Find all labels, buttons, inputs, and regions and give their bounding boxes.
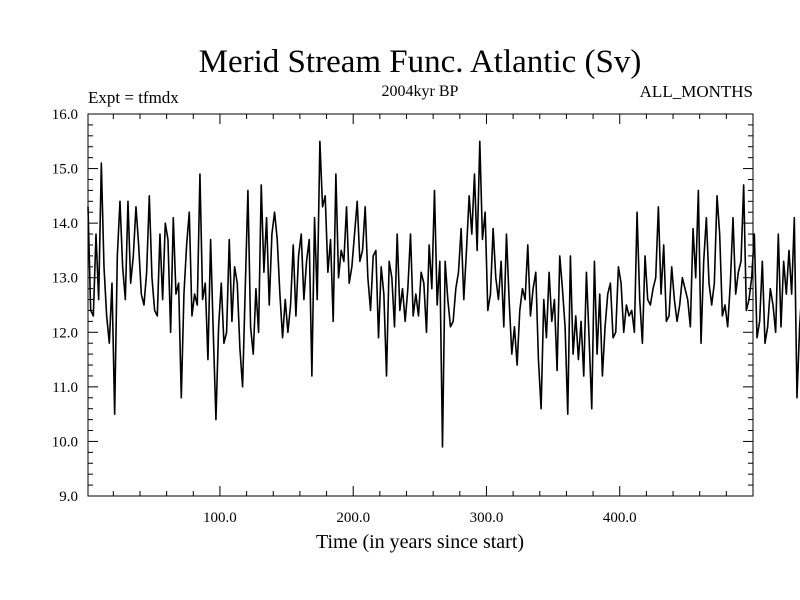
x-tick-label: 200.0 bbox=[336, 510, 370, 526]
y-tick-label: 9.0 bbox=[59, 489, 78, 505]
ticks bbox=[88, 113, 753, 497]
chart-title: Merid Stream Func. Atlantic (Sv) bbox=[199, 44, 642, 80]
y-tick-label: 16.0 bbox=[52, 107, 78, 123]
y-tick-label: 10.0 bbox=[52, 434, 78, 450]
experiment-label: Expt = tfmdx bbox=[88, 88, 179, 107]
tick-labels: 9.0 10.0 11.0 12.0 13.0 14.0 15.0 16.0 100.0 200.… bbox=[52, 107, 637, 526]
x-tick-label: 300.0 bbox=[470, 510, 504, 526]
axes bbox=[87, 113, 754, 497]
series-group bbox=[87, 140, 800, 448]
y-tick-label: 13.0 bbox=[52, 271, 78, 287]
series-line bbox=[87, 140, 800, 448]
months-label: ALL_MONTHS bbox=[640, 82, 753, 101]
y-tick-label: 12.0 bbox=[52, 325, 78, 341]
y-tick-label: 11.0 bbox=[52, 380, 78, 396]
x-tick-label: 100.0 bbox=[203, 510, 237, 526]
x-axis-label: Time (in years since start) bbox=[316, 531, 524, 553]
plot-frame bbox=[87, 113, 754, 497]
x-tick-label: 400.0 bbox=[603, 510, 637, 526]
chart-subtitle: 2004kyr BP bbox=[382, 83, 459, 100]
y-tick-label: 15.0 bbox=[52, 162, 78, 178]
y-tick-label: 14.0 bbox=[52, 216, 78, 232]
